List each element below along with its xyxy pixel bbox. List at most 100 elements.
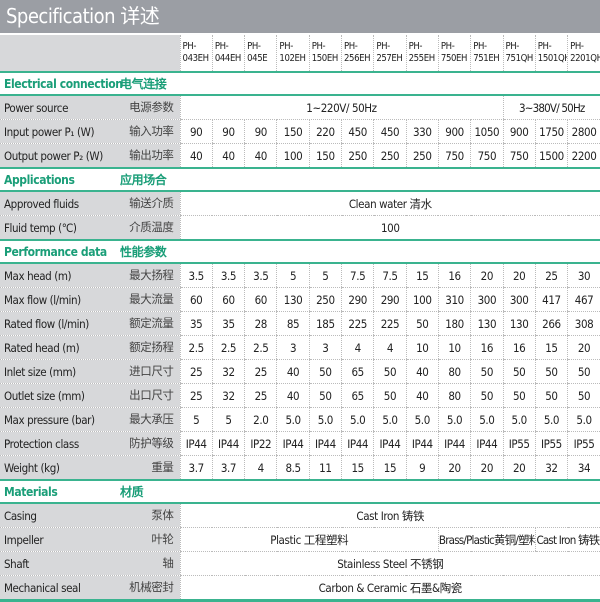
merged-value-cell: Stainless Steel 不锈钢 — [179, 551, 600, 576]
value-cell: 3.5 — [211, 262, 245, 288]
value-cell: IP44 — [308, 431, 342, 456]
value-cell: 35 — [211, 311, 245, 336]
value-cell: 300 — [470, 287, 503, 312]
table-row: Max pressure (bar) 最大承压 5 5 2.0 5.0 5.0 5.0 5.0 5… — [0, 407, 600, 432]
table-row: Impeller 叶轮 Plastic 工程塑料 Brass/Plastic黄铜/塑料… — [0, 527, 600, 552]
value-cell: 130 — [502, 311, 536, 336]
value-cell: 5.0 — [373, 407, 407, 432]
row-label-cn: 重量 — [151, 460, 174, 474]
merged-value-cell: Cast Iron 铸铁 — [179, 502, 600, 528]
value-cell: IP44 — [276, 431, 310, 456]
value-cell: IP44 — [211, 431, 245, 456]
row-label-en: Outlet size (mm) — [4, 388, 85, 403]
row-label-en: Approved fluids — [4, 196, 79, 211]
model-name: PH- 045E — [244, 35, 277, 72]
value-cell: 5.0 — [437, 407, 471, 432]
row-label-cn: 防护等级 — [129, 436, 174, 450]
value-cell: 90 — [179, 119, 213, 144]
value-cell: 50 — [567, 383, 600, 408]
value-cell: 60 — [244, 287, 277, 312]
value-cell: 25 — [179, 359, 213, 384]
value-cell: 1050 — [470, 119, 503, 144]
row-label-en: Output power P₂ (W) — [4, 148, 103, 163]
value-cell: 417 — [534, 287, 568, 312]
value-cell: 250 — [405, 143, 439, 169]
table-row: Mechanical seal 机械密封 Carbon & Ceramic 石墨&陶… — [0, 575, 600, 602]
value-cell: 50 — [373, 359, 407, 384]
row-label-cn: 进口尺寸 — [129, 364, 174, 378]
value-cell: IP44 — [373, 431, 407, 456]
value-cell: 5 — [276, 262, 310, 288]
row-label: Rated head (m) 额定扬程 — [0, 335, 181, 360]
merged-value-cell: Brass/Plastic黄铜/塑料 — [437, 527, 536, 552]
value-cell: 9 — [405, 455, 439, 481]
row-label-cn: 最大承压 — [129, 412, 174, 426]
value-cell: 2.5 — [211, 335, 245, 360]
model-name: PH- 2201QH — [567, 35, 600, 72]
value-cell: 25 — [244, 359, 277, 384]
row-label-en: Inlet size (mm) — [4, 364, 76, 379]
value-cell: 15 — [405, 262, 439, 288]
value-cell: IP44 — [341, 431, 374, 456]
row-label: Weight (kg) 重量 — [0, 455, 181, 481]
row-label-en: Weight (kg) — [4, 460, 60, 475]
value-cell: 20 — [470, 262, 503, 288]
row-label-en: Protection class — [4, 436, 79, 451]
value-cell: 2800 — [567, 119, 600, 144]
section-title-cn: 性能参数 — [120, 245, 167, 259]
table-row: Rated flow (l/min) 额定流量 35 35 28 85 185 225 225 5… — [0, 311, 600, 336]
value-cell: 150 — [276, 119, 310, 144]
model-name: PH- 751EH — [470, 35, 503, 72]
row-label-cn: 输出功率 — [129, 148, 174, 162]
model-name: PH- 102EH — [276, 35, 310, 72]
value-cell: 3 — [308, 335, 342, 360]
row-label: Input power P₁ (W) 输入功率 — [0, 119, 181, 144]
value-cell: 32 — [534, 455, 568, 481]
value-cell: 4 — [341, 335, 374, 360]
value-cell: IP55 — [534, 431, 568, 456]
value-cell: 80 — [437, 359, 471, 384]
value-cell: 7.5 — [373, 262, 407, 288]
value-cell: 900 — [502, 119, 536, 144]
row-label-en: Rated flow (l/min) — [4, 316, 89, 331]
value-cell: 3.5 — [179, 262, 213, 288]
value-cell: 450 — [373, 119, 407, 144]
section-header: Performance data 性能参数 — [0, 239, 600, 263]
value-cell: IP44 — [470, 431, 503, 456]
value-cell: 40 — [276, 359, 310, 384]
value-cell: 3.5 — [244, 262, 277, 288]
value-cell: 40 — [405, 383, 439, 408]
value-cell: 16 — [502, 335, 536, 360]
value-cell: 32 — [211, 383, 245, 408]
row-label: Max pressure (bar) 最大承压 — [0, 407, 181, 432]
model-name: PH- 256EH — [341, 35, 374, 72]
value-cell: 225 — [373, 311, 407, 336]
table-row: Rated head (m) 额定扬程 2.5 2.5 2.5 3 3 4 4 10 10 16 16 1… — [0, 335, 600, 360]
value-cell: 330 — [405, 119, 439, 144]
value-cell: 5 — [211, 407, 245, 432]
row-label-en: Impeller — [4, 532, 44, 547]
row-label: Outlet size (mm) 出口尺寸 — [0, 383, 181, 408]
value-cell: 467 — [567, 287, 600, 312]
row-label: Output power P₂ (W) 输出功率 — [0, 143, 181, 169]
value-cell: 50 — [502, 383, 536, 408]
table-row: Power source 电源参数 1~220V/ 50Hz 3~380V/ 50Hz — [0, 94, 600, 120]
value-cell: 900 — [437, 119, 471, 144]
model-header-row: PH- 043EH PH- 044EH PH- 045E PH- 102EH PH- 1… — [0, 35, 600, 72]
value-cell: 90 — [211, 119, 245, 144]
value-cell: 50 — [470, 383, 503, 408]
value-cell: 60 — [179, 287, 213, 312]
value-cell: 750 — [502, 143, 536, 169]
row-label-cn: 机械密封 — [129, 580, 174, 594]
value-cell: 32 — [211, 359, 245, 384]
value-cell: 180 — [437, 311, 471, 336]
value-cell: 40 — [244, 143, 277, 169]
model-name: PH- 255EH — [405, 35, 439, 72]
row-label: Max flow (l/min) 最大流量 — [0, 287, 181, 312]
row-label: Mechanical seal 机械密封 — [0, 575, 181, 602]
section-title: Performance data 性能参数 — [0, 239, 600, 263]
model-name: PH- 751QH — [502, 35, 536, 72]
value-cell: 308 — [567, 311, 600, 336]
row-label-en: Mechanical seal — [4, 580, 81, 595]
section-title: Electrical connection 电气连接 — [0, 71, 600, 95]
